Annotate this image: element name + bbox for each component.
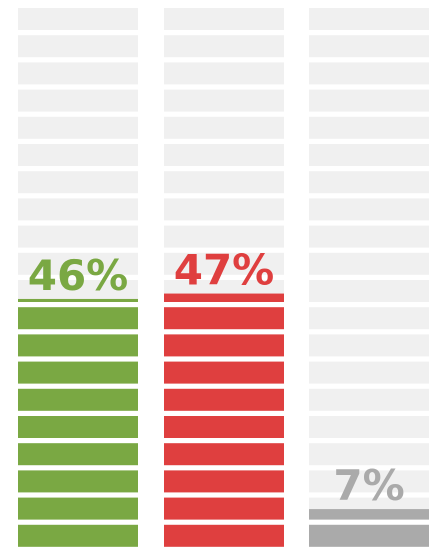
empty-segment	[309, 252, 429, 275]
empty-segment	[309, 198, 429, 221]
empty-segment	[309, 171, 429, 194]
empty-segment	[309, 280, 429, 302]
empty-segment	[309, 62, 429, 85]
bar-segment	[164, 293, 284, 302]
bar-segment	[164, 361, 284, 384]
empty-segment	[18, 35, 138, 58]
bar-segment	[18, 470, 138, 493]
empty-segment	[164, 116, 284, 139]
empty-segment	[309, 89, 429, 112]
bar-segment	[18, 298, 138, 302]
empty-segment	[18, 198, 138, 221]
bar-segment	[164, 307, 284, 330]
empty-segment	[164, 252, 284, 275]
data-label: 46%	[28, 251, 129, 300]
empty-segment	[164, 8, 284, 30]
bar-segment	[18, 497, 138, 520]
empty-segment	[18, 144, 138, 166]
empty-segment	[309, 443, 429, 466]
empty-segment	[18, 280, 138, 302]
bar-segment	[164, 497, 284, 520]
empty-segment	[164, 144, 284, 166]
bar-segment	[164, 388, 284, 411]
empty-segment	[164, 62, 284, 85]
empty-segment	[18, 62, 138, 85]
empty-segment	[309, 388, 429, 411]
bar-segment	[18, 334, 138, 357]
bar-segment	[18, 443, 138, 466]
empty-segment	[164, 171, 284, 194]
bar-segment	[18, 307, 138, 330]
empty-segment	[309, 416, 429, 438]
bar-segment	[309, 524, 429, 547]
empty-segment	[309, 8, 429, 30]
empty-segment	[309, 470, 429, 493]
bar-segment	[18, 524, 138, 547]
empty-segment	[18, 252, 138, 275]
empty-segment	[309, 144, 429, 166]
bar-segment	[164, 524, 284, 547]
data-label: 47%	[174, 246, 275, 295]
data-label: 7%	[333, 461, 404, 510]
bar-segment	[18, 416, 138, 438]
empty-segment	[309, 307, 429, 330]
empty-segment	[164, 225, 284, 248]
empty-segment	[164, 89, 284, 112]
bar-segment	[18, 388, 138, 411]
bar-segment	[164, 334, 284, 357]
bar-segment	[164, 443, 284, 466]
bar-segment	[18, 361, 138, 384]
empty-segment	[18, 8, 138, 30]
empty-segment	[309, 334, 429, 357]
bar-segment	[164, 470, 284, 493]
empty-segment	[18, 171, 138, 194]
empty-segment	[309, 361, 429, 384]
empty-segment	[309, 35, 429, 58]
bar-segment	[164, 416, 284, 438]
bar-segment	[309, 509, 429, 520]
empty-segment	[309, 116, 429, 139]
empty-segment	[18, 116, 138, 139]
empty-segment	[309, 225, 429, 248]
empty-segment	[18, 225, 138, 248]
empty-segment	[18, 89, 138, 112]
empty-segment	[164, 35, 284, 58]
empty-segment	[164, 198, 284, 221]
